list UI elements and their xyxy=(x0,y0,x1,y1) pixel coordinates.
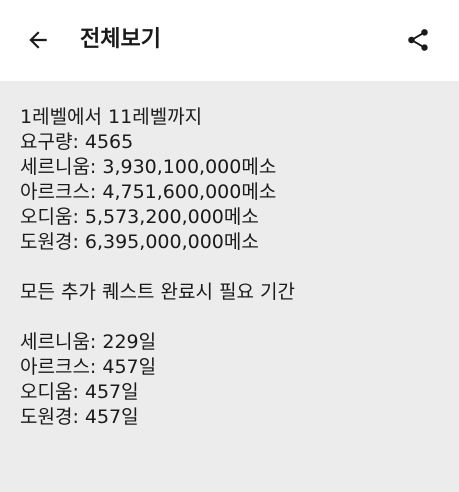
share-button[interactable] xyxy=(400,22,436,58)
level-range-text: 1레벨에서 11레벨까지 xyxy=(20,106,203,128)
dowonkyung-meso-text: 도원경: 6,395,000,000메소 xyxy=(20,231,259,253)
odium-meso-text: 오디움: 5,573,200,000메소 xyxy=(20,206,259,228)
quest-period-heading: 모든 추가 퀘스트 완료시 필요 기간 xyxy=(20,281,295,303)
top-app-bar: 전체보기 xyxy=(0,0,459,81)
content-text: 1레벨에서 11레벨까지 요구량: 4565 세르니움: 3,930,100,0… xyxy=(20,105,440,430)
odium-days-text: 오디움: 457일 xyxy=(20,381,139,403)
spacer xyxy=(20,255,440,280)
back-button[interactable] xyxy=(20,22,56,58)
arcus-meso-text: 아르크스: 4,751,600,000메소 xyxy=(20,181,277,203)
arcus-days-text: 아르크스: 457일 xyxy=(20,356,157,378)
spacer xyxy=(20,305,440,330)
page-title: 전체보기 xyxy=(80,27,161,52)
arrow-left-icon xyxy=(29,31,47,49)
dowonkyung-days-text: 도원경: 457일 xyxy=(20,406,139,428)
required-amount-text: 요구량: 4565 xyxy=(20,131,134,153)
cernium-days-text: 세르니움: 229일 xyxy=(20,331,157,353)
cernium-meso-text: 세르니움: 3,930,100,000메소 xyxy=(20,156,277,178)
share-icon xyxy=(408,29,428,51)
